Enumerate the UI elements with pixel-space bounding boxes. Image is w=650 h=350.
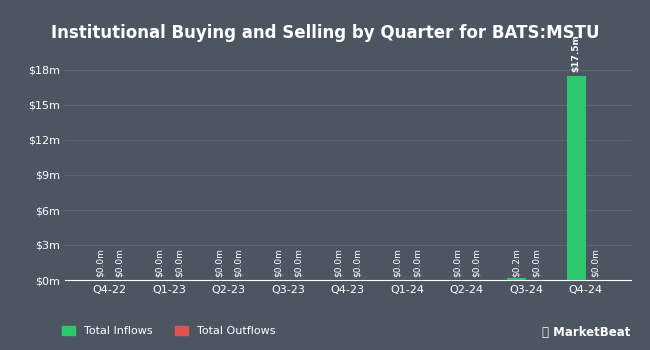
Text: $0.0m: $0.0m	[453, 248, 461, 277]
Text: Institutional Buying and Selling by Quarter for BATS:MSTU: Institutional Buying and Selling by Quar…	[51, 25, 599, 42]
Text: $0.0m: $0.0m	[274, 248, 283, 277]
Text: $17.5m: $17.5m	[572, 34, 580, 72]
Text: $0.2m: $0.2m	[512, 248, 521, 277]
Bar	[507, 278, 526, 280]
Text: $0.0m: $0.0m	[293, 248, 302, 277]
Text: $0.0m: $0.0m	[591, 248, 600, 277]
Text: $0.0m: $0.0m	[353, 248, 362, 277]
Text: $0.0m: $0.0m	[531, 248, 540, 277]
Bar	[567, 76, 586, 280]
Text: ⨿ MarketBeat: ⨿ MarketBeat	[542, 327, 630, 340]
Text: $0.0m: $0.0m	[412, 248, 421, 277]
Text: $0.0m: $0.0m	[472, 248, 481, 277]
Text: $0.0m: $0.0m	[155, 248, 164, 277]
Text: $0.0m: $0.0m	[214, 248, 224, 277]
Text: $0.0m: $0.0m	[234, 248, 242, 277]
Text: $0.0m: $0.0m	[333, 248, 343, 277]
Text: $0.0m: $0.0m	[96, 248, 105, 277]
Legend: Total Inflows, Total Outflows: Total Inflows, Total Outflows	[58, 322, 280, 341]
Text: $0.0m: $0.0m	[174, 248, 183, 277]
Text: $0.0m: $0.0m	[115, 248, 124, 277]
Text: $0.0m: $0.0m	[393, 248, 402, 277]
